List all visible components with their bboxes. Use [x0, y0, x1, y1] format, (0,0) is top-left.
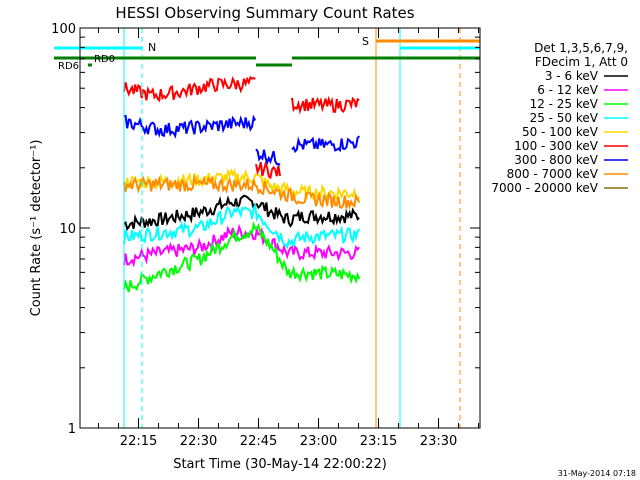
legend-entry-label: 50 - 100 keV	[522, 125, 599, 139]
series-line-6-segment-2	[291, 135, 360, 154]
y-axis-label: Count Rate (s⁻¹ detector⁻¹)	[29, 140, 44, 317]
chart-title: HESSI Observing Summary Count Rates	[115, 4, 414, 22]
series-line-5-segment-2	[291, 95, 360, 115]
legend-entry-label: 25 - 50 keV	[530, 111, 599, 125]
rd6-marker-label: RD6	[58, 61, 79, 72]
x-tick-label: 22:30	[180, 434, 217, 449]
series-line-6-segment-1	[255, 148, 281, 166]
x-tick-label: 22:45	[240, 434, 277, 449]
legend: Det 1,3,5,6,7,9, FDecim 1, Att 0 3 - 6 k…	[491, 41, 628, 195]
legend-entry-label: 800 - 7000 keV	[507, 167, 599, 181]
night-marker-label: N	[148, 41, 156, 54]
series-line-3-segment-0	[123, 202, 361, 250]
saa-marker-label: S	[362, 35, 369, 48]
legend-header-line-1: Det 1,3,5,6,7,9,	[534, 41, 628, 55]
legend-entry-label: 100 - 300 keV	[514, 139, 598, 153]
legend-entry-label: 12 - 25 keV	[530, 97, 599, 111]
x-tick-label: 23:15	[360, 434, 397, 449]
x-axis-label: Start Time (30-May-14 22:00:22)	[173, 457, 387, 472]
y-tick-label: 10	[59, 222, 76, 237]
series-line-0-segment-0	[123, 194, 360, 232]
series-line-5-segment-0	[123, 75, 256, 103]
rd0-marker-label: RD0	[94, 54, 115, 65]
y-tick-label: 100	[51, 22, 76, 37]
x-tick-label: 23:30	[420, 434, 457, 449]
y-tick-label: 1	[68, 422, 76, 437]
series-line-1-segment-0	[123, 223, 361, 268]
series-line-6-segment-0	[123, 114, 257, 139]
legend-entry-label: 6 - 12 keV	[537, 83, 599, 97]
series-line-7-segment-0	[123, 174, 361, 210]
x-tick-label: 22:15	[120, 434, 157, 449]
series-line-2-segment-0	[123, 221, 361, 293]
series-line-5-segment-1	[255, 160, 281, 180]
legend-entry-label: 7000 - 20000 keV	[491, 181, 598, 195]
legend-entry-label: 300 - 800 keV	[514, 153, 598, 167]
x-tick-label: 23:00	[300, 434, 337, 449]
legend-entry-label: 3 - 6 keV	[545, 69, 599, 83]
footer-timestamp: 31-May-2014 07:18	[558, 469, 636, 478]
legend-header-line-2: FDecim 1, Att 0	[535, 55, 628, 69]
